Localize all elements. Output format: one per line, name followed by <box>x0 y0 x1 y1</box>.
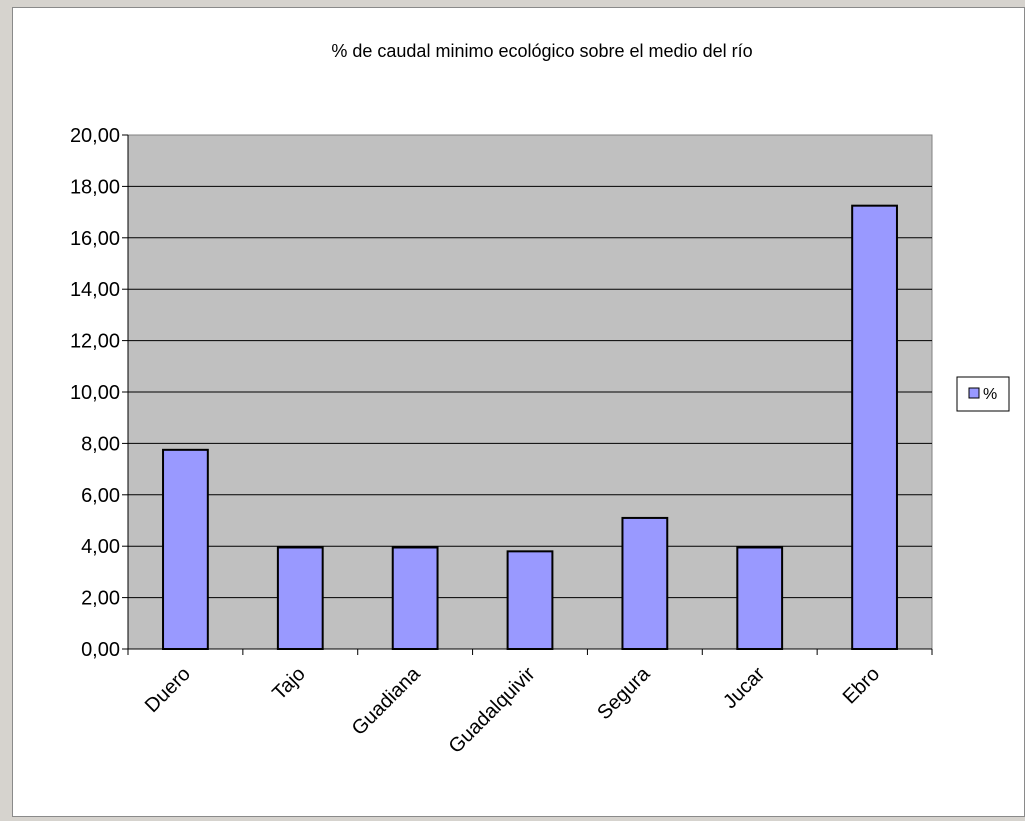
y-tick-label: 12,00 <box>70 331 120 353</box>
y-tick-label: 4,00 <box>81 536 120 558</box>
bar <box>162 448 209 651</box>
x-tick-label: Ebro <box>839 663 884 708</box>
bar-chart: % de caudal minimo ecológico sobre el me… <box>70 41 1010 758</box>
bar <box>391 546 439 650</box>
y-tick-label: 14,00 <box>70 279 120 301</box>
bar <box>506 550 554 651</box>
bar <box>621 516 669 650</box>
bar <box>736 546 784 650</box>
bar <box>276 546 324 650</box>
y-tick-label: 10,00 <box>70 382 120 404</box>
bars <box>162 204 898 651</box>
x-tick-label: Guadalquivir <box>445 663 540 758</box>
y-tick-label: 8,00 <box>81 433 120 455</box>
legend-label: % <box>983 386 997 403</box>
chart-area: % de caudal minimo ecológico sobre el me… <box>12 7 1025 817</box>
x-tick-label: Segura <box>593 662 655 724</box>
y-tick-label: 18,00 <box>70 176 120 198</box>
gridlines <box>128 185 932 599</box>
x-tick-label: Guadiana <box>348 662 426 740</box>
y-axis: 0,00 2,00 4,00 6,00 8,00 10,00 12,00 14,00 16,00… <box>70 125 129 661</box>
bar <box>851 204 898 651</box>
y-tick-label: 0,00 <box>81 639 120 661</box>
x-axis: Duero Tajo Guadiana Guadalquivir Segura Jucar… <box>127 648 933 758</box>
y-tick-label: 6,00 <box>81 485 120 507</box>
legend-swatch <box>968 387 980 399</box>
x-tick-label: Jucar <box>719 663 769 713</box>
legend: % <box>956 376 1010 412</box>
x-tick-label: Tajo <box>268 663 310 705</box>
x-tick-label: Duero <box>141 663 195 717</box>
legend-box <box>956 376 1010 412</box>
chart-title: % de caudal minimo ecológico sobre el me… <box>331 41 752 61</box>
y-tick-label: 2,00 <box>81 588 120 610</box>
y-tick-label: 16,00 <box>70 228 120 250</box>
y-tick-label: 20,00 <box>70 125 120 147</box>
